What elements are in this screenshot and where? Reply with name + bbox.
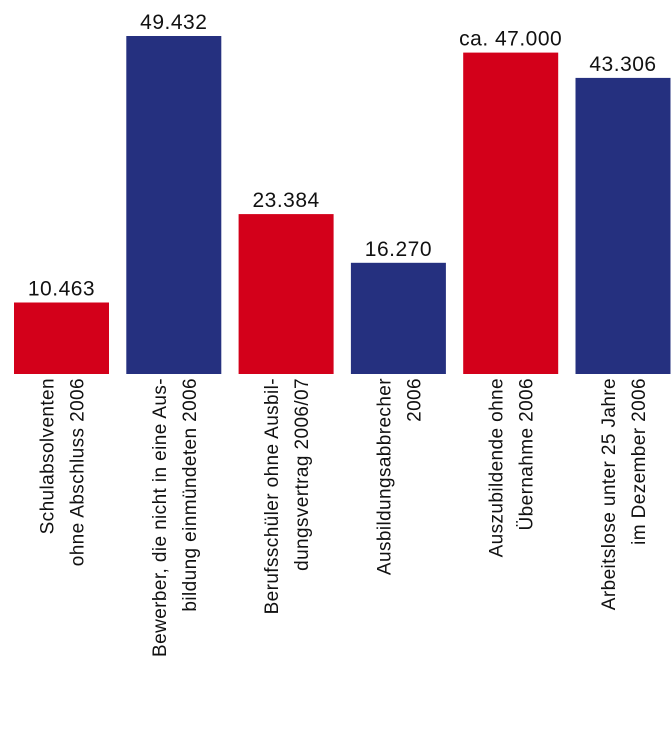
category-label: Bewerber, die nicht in eine Aus-bildung …	[150, 378, 201, 657]
bar	[14, 302, 109, 374]
category-label-line: Übernahme 2006	[517, 378, 538, 530]
category-label-line: Ausbildungsabbrecher	[374, 378, 395, 575]
category-label: Arbeitslose unter 25 Jahre im Dezember 20…	[599, 378, 650, 610]
bar	[575, 77, 671, 375]
category-label-line: bildung einmündeten 2006	[180, 378, 201, 612]
category-label: Ausbildungsabbrecher 2006	[374, 378, 425, 575]
bar	[126, 36, 222, 374]
category-label-line: im Dezember 2006	[629, 378, 650, 545]
category-label-line: Schulabsolventen	[38, 378, 59, 534]
category-label: Schulabsolventen ohne Abschluss 2006	[38, 378, 89, 566]
category-label-line: ohne Abschluss 2006	[68, 378, 89, 566]
category-label-line: Auszubildende ohne	[487, 378, 508, 557]
category-label-line: Berufsschüler ohne Ausbil-	[262, 378, 283, 614]
bar-value-label: 49.432	[140, 11, 207, 34]
category-label: Auszubildende ohne Übernahme 2006	[487, 378, 538, 557]
bar	[350, 262, 446, 374]
bar-value-label: 10.463	[28, 278, 95, 301]
category-label-line: 2006	[404, 378, 425, 422]
bar	[463, 52, 559, 374]
category-label-line: dungsvertrag 2006/07	[292, 378, 313, 571]
category-label-line: Arbeitslose unter 25 Jahre	[599, 378, 620, 610]
bar-value-label: ca. 47.000	[459, 28, 562, 51]
category-label-line: Bewerber, die nicht in eine Aus-	[150, 378, 171, 657]
category-label: Berufsschüler ohne Ausbil-dungsvertrag 2…	[262, 378, 313, 614]
bar-value-label: 23.384	[252, 189, 319, 212]
bar-value-label: 16.270	[365, 238, 432, 261]
bar-value-label: 43.306	[589, 53, 656, 76]
bar	[238, 214, 334, 374]
